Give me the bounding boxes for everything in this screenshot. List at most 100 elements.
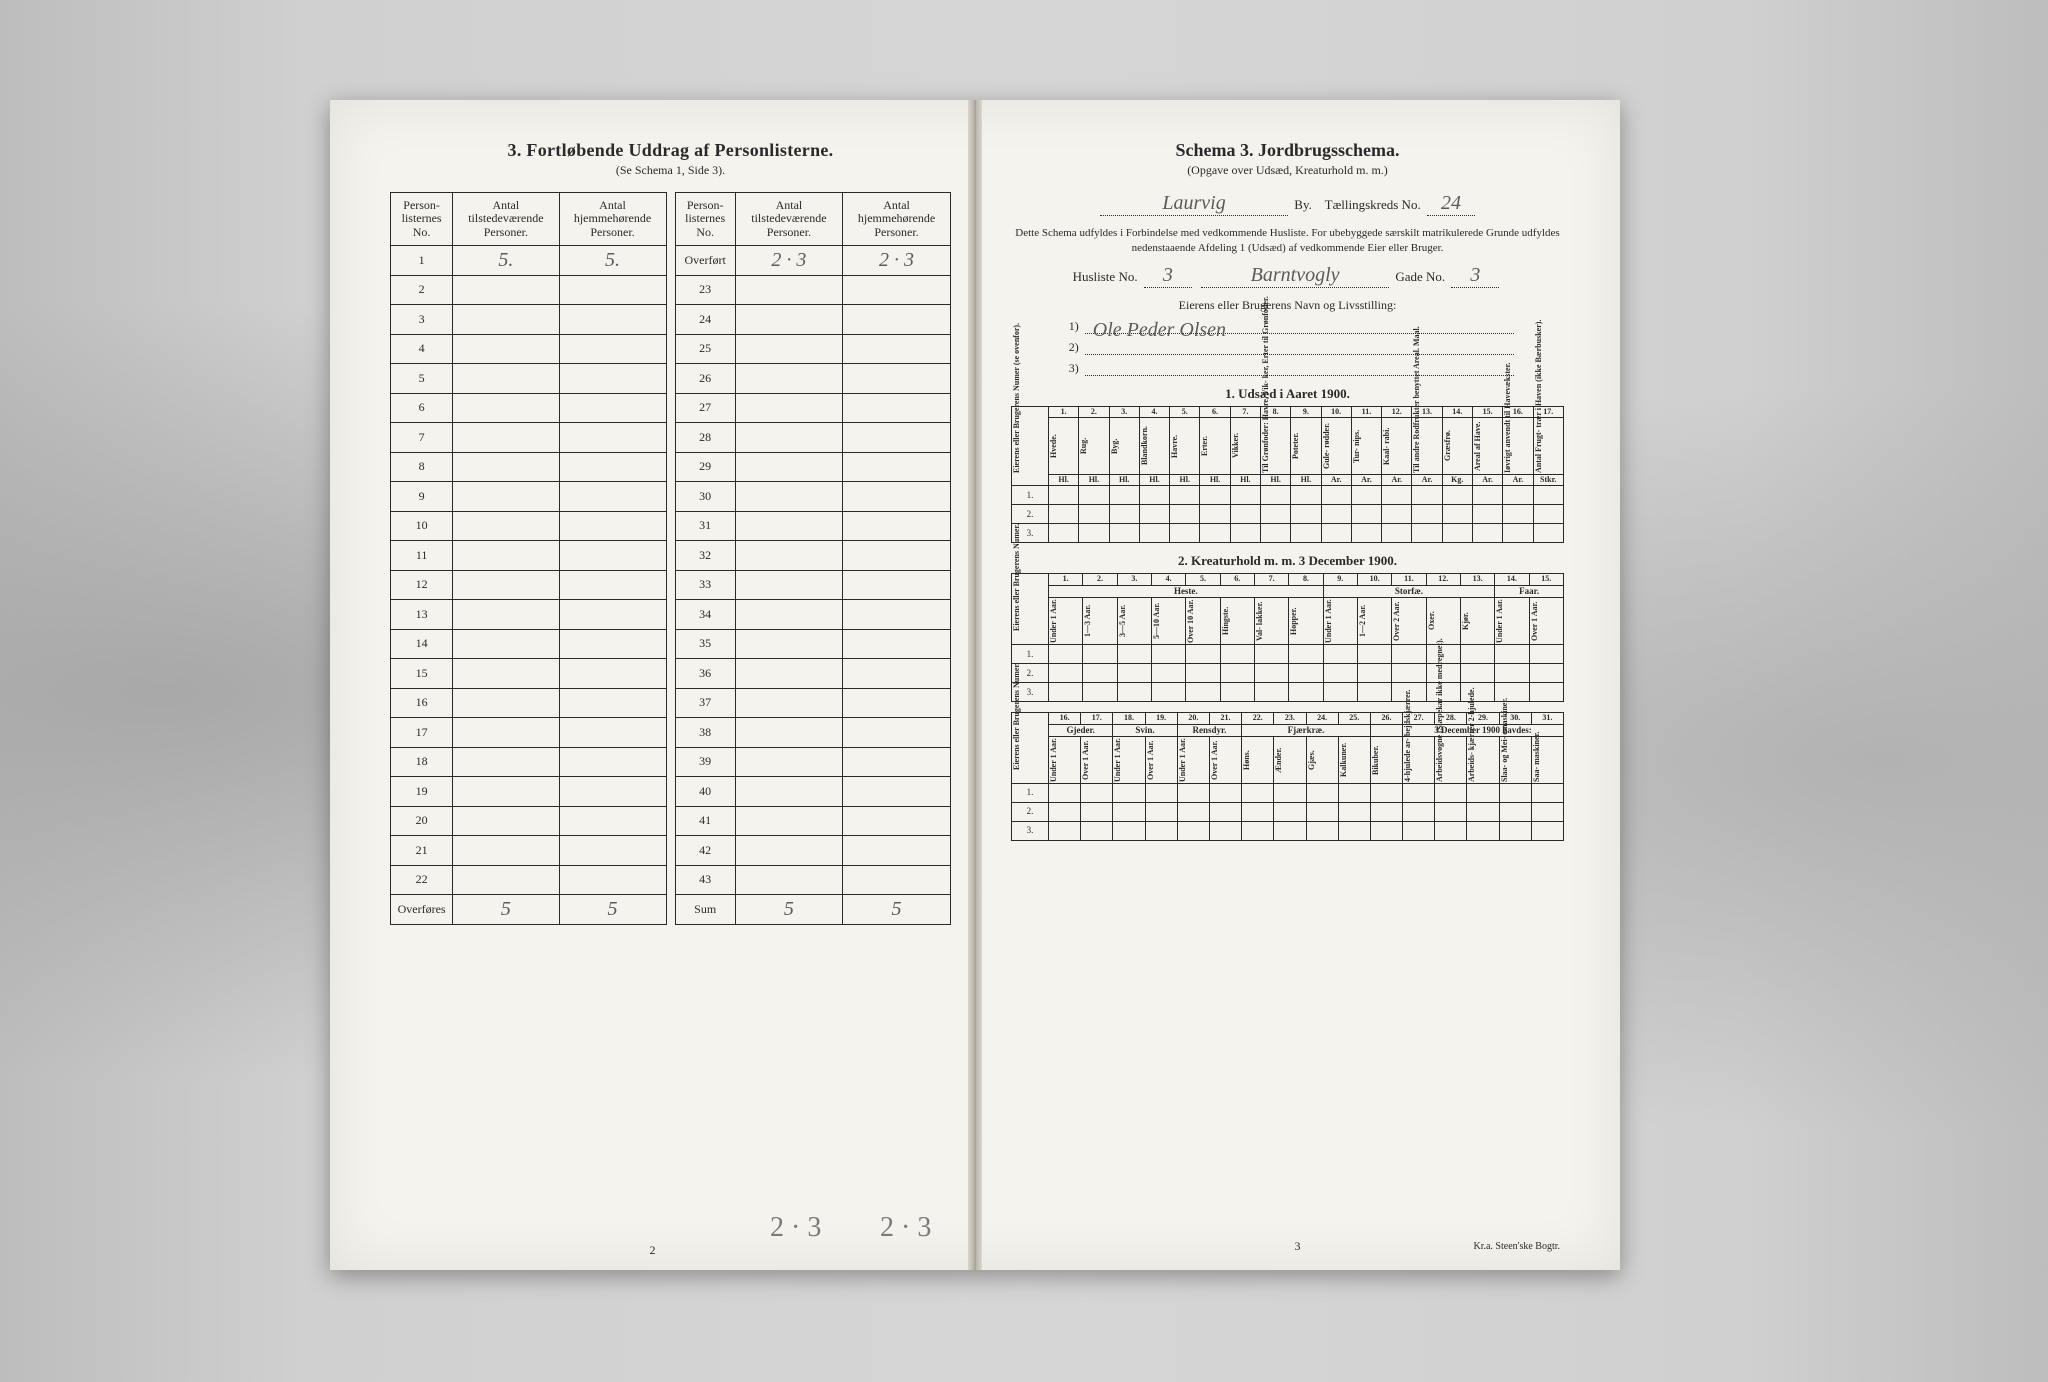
rowB-home [843, 275, 951, 305]
g1-label: Havre. [1170, 418, 1200, 475]
rowA-no: 21 [391, 836, 453, 866]
g2b-label: Under 1 Aar. [1049, 737, 1081, 784]
rowB-no: 43 [675, 865, 735, 895]
rowB-home [843, 393, 951, 423]
g1-cell [1351, 505, 1381, 524]
g2a-num: 2. [1083, 574, 1117, 585]
g2a-cell [1151, 683, 1185, 702]
husliste-value: 3 [1144, 264, 1192, 288]
rowA-no: 10 [391, 511, 453, 541]
owners-label: Eierens eller Brugerens Navn og Livsstil… [1061, 298, 1514, 313]
g2b-cell [1531, 822, 1563, 841]
printer-credit: Kr.a. Steen'ske Bogtr. [1473, 1241, 1560, 1252]
rowB-present [735, 334, 842, 364]
rowA-no: 17 [391, 718, 453, 748]
g1-unit: Hl. [1200, 475, 1230, 486]
g2a-cell [1323, 683, 1357, 702]
g2b-cell [1081, 822, 1113, 841]
rowB-present [735, 275, 842, 305]
g2b-cell [1274, 822, 1306, 841]
g2b-cell [1274, 803, 1306, 822]
g2a-row-no: 1. [1012, 645, 1049, 664]
g2b-cell [1113, 803, 1145, 822]
g1-label: Antal Frugt- trær i Haven (ikke Bærbuske… [1533, 418, 1564, 475]
kreds-label: Tællingskreds No. [1325, 197, 1421, 212]
g1-cell [1170, 505, 1200, 524]
g1-label: Tur- nips. [1351, 418, 1381, 475]
g1-cell [1139, 486, 1169, 505]
g1-label: Hvede. [1049, 418, 1079, 475]
rowA-no: 3 [391, 305, 453, 335]
rowA-present [453, 305, 559, 335]
rowB-top-label: Overført [675, 246, 735, 276]
g1-label: Areal af Have. [1472, 418, 1502, 475]
rowB-top-home: 2 · 3 [843, 246, 951, 276]
g1-num: 12. [1382, 406, 1412, 417]
g1-cell [1291, 505, 1321, 524]
rowB-home [843, 570, 951, 600]
g2a-cell [1151, 664, 1185, 683]
rowA-present [453, 541, 559, 571]
g1-cell [1472, 505, 1502, 524]
g1-cell [1321, 486, 1351, 505]
rowA-no: 22 [391, 865, 453, 895]
g1-num: 2. [1079, 406, 1109, 417]
g2a-label: Over 10 Aar. [1186, 598, 1220, 645]
rowB-home [843, 511, 951, 541]
g2a-cell [1254, 645, 1288, 664]
rowB-home [843, 747, 951, 777]
husliste-label: Husliste No. [1073, 269, 1138, 284]
rowB-present [735, 836, 842, 866]
g2b-cell [1177, 822, 1209, 841]
g2a-cell [1495, 645, 1529, 664]
rowB-home [843, 688, 951, 718]
g2b-cell [1531, 803, 1563, 822]
handwritten-sum-a: 2 · 3 [770, 1212, 821, 1244]
rowA-home [559, 718, 666, 748]
g1-cell [1170, 524, 1200, 543]
g1-cell [1260, 486, 1290, 505]
g1-cell [1170, 486, 1200, 505]
rowA-home [559, 364, 666, 394]
rowA-present [453, 629, 559, 659]
g2a-cell [1083, 683, 1117, 702]
by-label: By. [1294, 197, 1312, 212]
g2b-cell [1435, 784, 1467, 803]
g1-cell [1079, 505, 1109, 524]
g2a-num: 14. [1495, 574, 1529, 585]
g1-label: Græsfrø. [1442, 418, 1472, 475]
g2a-cell [1529, 664, 1563, 683]
rowA-present [453, 570, 559, 600]
g1-label: Rug. [1079, 418, 1109, 475]
rowA-no: 16 [391, 688, 453, 718]
rowB-present [735, 364, 842, 394]
g2a-num: 11. [1392, 574, 1426, 585]
g2b-label: Over 1 Aar. [1081, 737, 1113, 784]
g2a-cell [1460, 683, 1494, 702]
rowB-present [735, 511, 842, 541]
rowA-present [453, 393, 559, 423]
g2a-cell [1083, 645, 1117, 664]
rowB-home [843, 364, 951, 394]
rowB-no: 39 [675, 747, 735, 777]
g2b-num: 18. [1113, 713, 1145, 724]
g2b-num: 16. [1049, 713, 1081, 724]
g2a-cell [1220, 664, 1254, 683]
g2b-cell [1177, 803, 1209, 822]
g1-cell [1230, 486, 1260, 505]
rowA-present [453, 836, 559, 866]
g2a-cell [1392, 664, 1426, 683]
g1-cell [1109, 505, 1139, 524]
rowB-no: 29 [675, 452, 735, 482]
rowB-present [735, 393, 842, 423]
g2b-label: 4-hjulede ar- bejdskjærrer. [1403, 737, 1435, 784]
g1-cell [1260, 505, 1290, 524]
g2b-group-svin: Svin. [1113, 724, 1177, 736]
rowB-home [843, 629, 951, 659]
g1-num: 11. [1351, 406, 1381, 417]
g2a-cell [1151, 645, 1185, 664]
left-title: 3. Fortløbende Uddrag af Personlisterne. [390, 140, 951, 161]
rowA-home [559, 865, 666, 895]
rowB-present [735, 541, 842, 571]
rowA-no: 6 [391, 393, 453, 423]
